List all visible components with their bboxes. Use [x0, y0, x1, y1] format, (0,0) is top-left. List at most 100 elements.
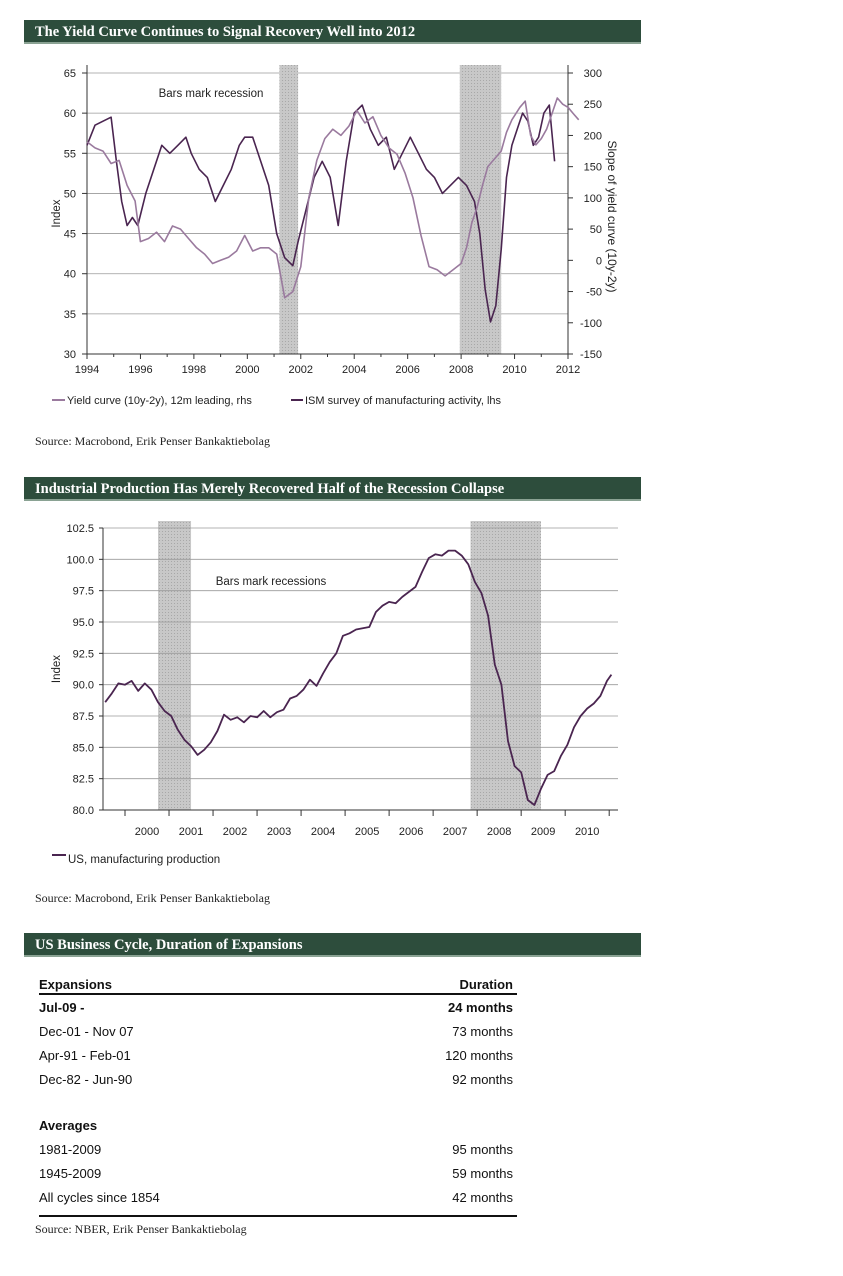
table-header: Expansions Duration — [39, 973, 517, 995]
manufacturing-series-line — [104, 549, 613, 806]
y2-tick-label: 250 — [584, 99, 602, 111]
x-tick-label: 2012 — [556, 364, 580, 376]
x-tick-label: 2002 — [223, 826, 247, 838]
y-tick-label: 30 — [64, 349, 76, 361]
x-tick-label: 1998 — [182, 364, 206, 376]
x-tick-label: 2006 — [395, 364, 419, 376]
chart2-source: Source: Macrobond, Erik Penser Bankaktie… — [35, 891, 270, 905]
row-label: Dec-82 - Jun-90 — [39, 1071, 133, 1087]
row-label: All cycles since 1854 — [39, 1189, 160, 1205]
legend-label-manufacturing: US, manufacturing production — [68, 854, 220, 866]
averages-heading: Averages — [39, 1113, 517, 1137]
table-row: Jul-09 - 24 months — [39, 995, 517, 1019]
y2-tick-label: 300 — [584, 68, 602, 80]
table-row: 1945-2009 59 months — [39, 1161, 517, 1185]
x-tick-label: 2010 — [575, 826, 599, 838]
x-tick-label: 2003 — [267, 826, 291, 838]
x-tick-label: 1994 — [75, 364, 99, 376]
x-tick-label: 2006 — [399, 826, 423, 838]
table-row: Dec-82 - Jun-90 92 months — [39, 1067, 517, 1091]
col-header-duration: Duration — [459, 977, 513, 992]
x-tick-label: 2010 — [502, 364, 526, 376]
y-axis-label: Index — [51, 655, 63, 683]
y-tick-label: 35 — [64, 309, 76, 321]
chart2-title: Industrial Production Has Merely Recover… — [35, 481, 505, 497]
y-tick-label: 50 — [64, 188, 76, 200]
table-row: All cycles since 1854 42 months — [39, 1185, 517, 1209]
y2-tick-label: 100 — [584, 193, 602, 205]
y-tick-label: 87.5 — [73, 711, 94, 723]
y2-tick-label: -150 — [580, 349, 602, 361]
recession-bar — [158, 521, 192, 810]
y-tick-label: 82.5 — [73, 774, 94, 786]
y-tick-label: 90.0 — [73, 680, 94, 692]
row-value: 92 months — [452, 1071, 513, 1087]
x-tick-label: 2000 — [135, 826, 159, 838]
row-value: 120 months — [445, 1047, 513, 1063]
x-tick-label: 1996 — [128, 364, 152, 376]
table-row: Dec-01 - Nov 07 73 months — [39, 1019, 517, 1043]
chart1-title: The Yield Curve Continues to Signal Reco… — [35, 24, 416, 40]
legend-label-ism: ISM survey of manufacturing activity, lh… — [305, 395, 502, 407]
table-row: Apr-91 - Feb-01 120 months — [39, 1043, 517, 1067]
recession-bar — [470, 521, 541, 810]
chart2-svg: 80.0 82.5 85.0 87.5 90.0 92.5 95.0 97.5 100.0 102… — [51, 521, 618, 866]
row-value: 42 months — [452, 1189, 513, 1205]
row-value: 24 months — [447, 999, 513, 1015]
x-tick-label: 2004 — [342, 364, 366, 376]
x-tick-label: 2008 — [449, 364, 473, 376]
row-value: 73 months — [452, 1023, 513, 1039]
averages-label: Averages — [39, 1117, 98, 1133]
y-tick-label: 92.5 — [73, 648, 94, 660]
row-label: 1945-2009 — [39, 1165, 102, 1181]
chart1-source: Source: Macrobond, Erik Penser Bankaktie… — [35, 434, 270, 448]
table-source: Source: NBER, Erik Penser Bankaktiebolag — [35, 1222, 247, 1236]
col-header-expansions: Expansions — [39, 977, 112, 992]
chart1-title-bar: The Yield Curve Continues to Signal Reco… — [24, 20, 641, 44]
row-value: 95 months — [452, 1141, 513, 1157]
row-label: Dec-01 - Nov 07 — [39, 1023, 134, 1039]
y-tick-label: 80.0 — [73, 805, 94, 817]
x-tick-label: 2007 — [443, 826, 467, 838]
row-label: Apr-91 - Feb-01 — [39, 1047, 131, 1063]
row-label: Jul-09 - — [39, 999, 85, 1015]
y-tick-label: 40 — [64, 269, 76, 281]
x-tick-label: 2009 — [531, 826, 555, 838]
y2-tick-label: 200 — [584, 130, 602, 142]
row-label: 1981-2009 — [39, 1141, 102, 1157]
x-tick-label: 2000 — [235, 364, 259, 376]
row-value: 59 months — [452, 1165, 513, 1181]
y-tick-label: 102.5 — [66, 523, 94, 535]
chart1-svg: 3035404550556065-150-100-500501001502002… — [51, 65, 619, 407]
recession-bar — [459, 65, 502, 354]
y-tick-label: 85.0 — [73, 742, 94, 754]
x-tick-label: 2001 — [179, 826, 203, 838]
y2-tick-label: 150 — [584, 162, 602, 174]
ism-series-line — [86, 104, 556, 323]
chart2-annotation: Bars mark recessions — [216, 576, 327, 588]
table-title-bar: US Business Cycle, Duration of Expansion… — [24, 933, 641, 957]
y2-axis-label: Slope of yield curve (10y-2y) — [605, 140, 619, 292]
x-tick-label: 2004 — [311, 826, 335, 838]
chart1-annotation: Bars mark recession — [159, 88, 264, 100]
x-tick-label: 2008 — [487, 826, 511, 838]
table-title: US Business Cycle, Duration of Expansion… — [35, 937, 303, 953]
x-tick-label: 2005 — [355, 826, 379, 838]
y-tick-label: 45 — [64, 229, 76, 241]
y2-tick-label: -100 — [580, 318, 602, 330]
x-tick-label: 2002 — [289, 364, 313, 376]
y-tick-label: 65 — [64, 68, 76, 80]
y-tick-label: 95.0 — [73, 617, 94, 629]
legend-label-yield: Yield curve (10y-2y), 12m leading, rhs — [67, 395, 252, 407]
y-tick-label: 55 — [64, 148, 76, 160]
chart2-title-bar: Industrial Production Has Merely Recover… — [24, 477, 641, 501]
recession-bar — [279, 65, 299, 354]
y-tick-label: 60 — [64, 108, 76, 120]
y2-tick-label: -50 — [586, 287, 602, 299]
table-row: 1981-2009 95 months — [39, 1137, 517, 1161]
table-bottom-rule — [39, 1215, 517, 1217]
y-axis-label: Index — [51, 199, 63, 227]
yield-curve-series-line — [86, 97, 580, 299]
expansions-table: Expansions Duration Jul-09 - 24 months D… — [39, 973, 517, 1217]
y-tick-label: 100.0 — [66, 554, 94, 566]
